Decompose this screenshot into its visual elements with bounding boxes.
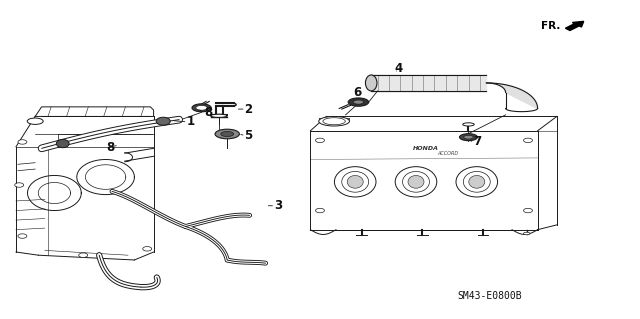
Ellipse shape [335, 167, 376, 197]
Polygon shape [486, 83, 538, 108]
Text: 5: 5 [244, 129, 252, 142]
Ellipse shape [396, 167, 437, 197]
Ellipse shape [56, 139, 69, 148]
Ellipse shape [353, 100, 364, 104]
Text: 8: 8 [204, 106, 212, 119]
Ellipse shape [28, 118, 44, 124]
Text: 4: 4 [394, 62, 402, 75]
Text: 2: 2 [244, 103, 252, 115]
Ellipse shape [15, 183, 24, 187]
Ellipse shape [456, 167, 498, 197]
Text: ACCORD: ACCORD [437, 151, 459, 156]
Ellipse shape [365, 75, 377, 91]
Text: 3: 3 [275, 199, 282, 212]
Ellipse shape [463, 123, 474, 126]
Ellipse shape [192, 104, 211, 112]
Ellipse shape [463, 171, 490, 192]
Ellipse shape [524, 138, 532, 143]
Ellipse shape [316, 208, 324, 213]
Ellipse shape [143, 247, 152, 251]
Ellipse shape [403, 171, 429, 192]
Text: SM43-E0800B: SM43-E0800B [458, 291, 522, 301]
Text: FR.: FR. [541, 20, 560, 31]
Ellipse shape [221, 131, 234, 137]
Ellipse shape [468, 175, 485, 188]
Ellipse shape [524, 232, 530, 235]
Ellipse shape [342, 171, 369, 192]
Ellipse shape [79, 253, 88, 257]
Ellipse shape [215, 129, 239, 139]
Ellipse shape [323, 118, 346, 125]
Ellipse shape [156, 117, 170, 125]
Ellipse shape [316, 138, 324, 143]
Ellipse shape [408, 175, 424, 188]
Ellipse shape [196, 105, 207, 110]
Ellipse shape [348, 175, 364, 188]
Ellipse shape [460, 134, 477, 141]
Text: 7: 7 [474, 136, 481, 148]
Text: HONDA: HONDA [413, 146, 438, 151]
Ellipse shape [211, 114, 227, 117]
Ellipse shape [18, 234, 27, 238]
Text: 1: 1 [187, 115, 195, 128]
FancyArrow shape [565, 21, 584, 31]
Text: 6: 6 [353, 86, 361, 99]
Text: 8: 8 [106, 141, 114, 154]
Ellipse shape [319, 116, 349, 126]
Ellipse shape [524, 208, 532, 213]
Ellipse shape [348, 98, 369, 106]
Ellipse shape [463, 135, 474, 139]
Ellipse shape [18, 140, 27, 144]
